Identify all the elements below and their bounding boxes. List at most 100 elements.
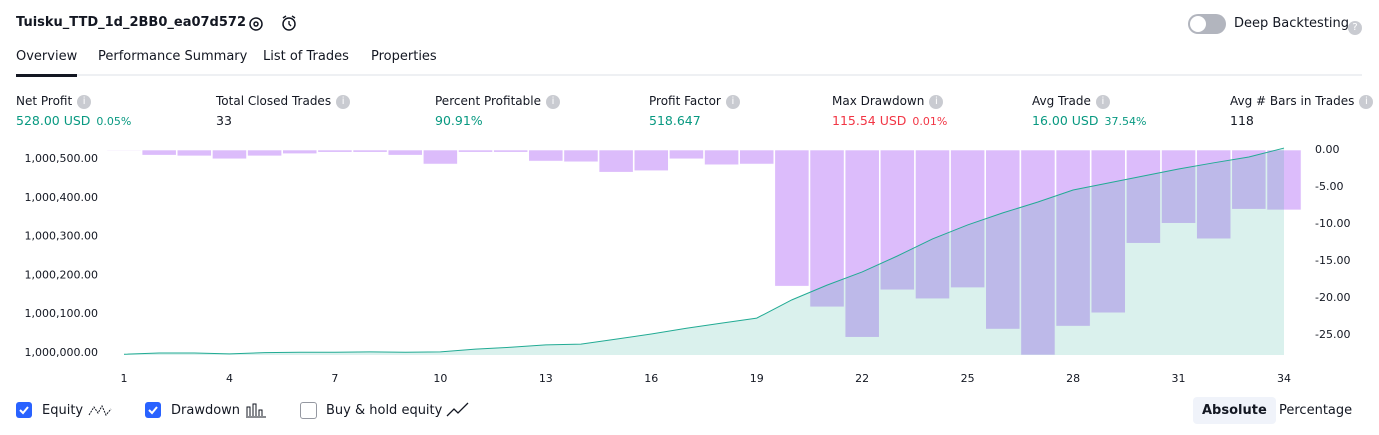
metric-value: 115.54 USD 0.01% bbox=[832, 113, 947, 128]
tab[interactable]: Overview bbox=[16, 49, 78, 77]
metric-label-text: Net Profit bbox=[16, 94, 73, 108]
y2-tick-label: -20.00 bbox=[1315, 291, 1350, 304]
drawdown-bar bbox=[1161, 149, 1196, 224]
metric-label: Net Profit i bbox=[16, 94, 92, 109]
y-tick-label: 1,000,300.00 bbox=[25, 230, 98, 243]
metric-label: Total Closed Trades i bbox=[216, 94, 351, 109]
tab-divider bbox=[16, 74, 1362, 76]
drawdown-bar bbox=[669, 149, 704, 160]
checkbox[interactable] bbox=[300, 402, 317, 419]
metric-value: 118 bbox=[1230, 113, 1254, 128]
metric-label: Profit Factor i bbox=[649, 94, 740, 109]
metric-value-text: 16.00 USD bbox=[1032, 113, 1099, 128]
y2-tick-label: -10.00 bbox=[1315, 217, 1350, 230]
mode-button[interactable]: Percentage bbox=[1279, 403, 1353, 418]
drawdown-bar bbox=[317, 149, 353, 153]
drawdown-bar bbox=[176, 149, 212, 157]
drawdown-bar bbox=[1020, 149, 1056, 356]
x-tick-label: 1 bbox=[121, 372, 128, 385]
drawdown-bar bbox=[212, 149, 247, 160]
x-tick-label: 10 bbox=[433, 372, 447, 385]
drawdown-bar bbox=[739, 149, 775, 165]
metric-label: Avg # Bars in Trades i bbox=[1230, 94, 1374, 109]
drawdown-bar bbox=[563, 149, 599, 163]
info-icon[interactable]: i bbox=[336, 94, 351, 109]
drawdown-bar bbox=[950, 149, 986, 288]
drawdown-bar bbox=[774, 149, 810, 287]
drawdown-bar bbox=[879, 149, 915, 291]
metric-value: 518.647 bbox=[649, 113, 701, 128]
strategy-title: Tuisku_TTD_1d_2BB0_ea07d572 bbox=[16, 15, 246, 30]
checkbox[interactable] bbox=[145, 402, 161, 418]
drawdown-bar bbox=[1090, 149, 1126, 314]
metric-value-text: 528.00 USD bbox=[16, 113, 91, 128]
metric-value-text: 118 bbox=[1230, 113, 1254, 128]
mode-button[interactable]: Absolute bbox=[1193, 397, 1276, 424]
drawdown-bar bbox=[1231, 149, 1267, 210]
metric-value-text: 90.91% bbox=[435, 113, 483, 128]
deep-backtesting-toggle[interactable] bbox=[1188, 14, 1226, 34]
metric-percent: 0.01% bbox=[912, 115, 948, 128]
drawdown-bar bbox=[915, 149, 950, 300]
drawdown-bar bbox=[704, 149, 739, 166]
info-icon[interactable]: i bbox=[1359, 94, 1374, 109]
x-tick-label: 7 bbox=[331, 372, 338, 385]
metric-label-text: Profit Factor bbox=[649, 94, 721, 108]
tab[interactable]: Properties bbox=[371, 49, 437, 64]
legend-label[interactable]: Equity bbox=[42, 403, 84, 418]
info-icon[interactable]: i bbox=[1095, 94, 1110, 109]
legend-label[interactable]: Buy & hold equity bbox=[326, 403, 443, 418]
x-tick-label: 13 bbox=[539, 372, 553, 385]
tab[interactable]: Performance Summary bbox=[98, 49, 248, 64]
drawdown-bar bbox=[422, 149, 458, 165]
legend-icon bbox=[88, 402, 112, 422]
x-tick-label: 28 bbox=[1066, 372, 1080, 385]
legend-label[interactable]: Drawdown bbox=[171, 403, 241, 418]
info-icon[interactable]: i bbox=[545, 94, 560, 109]
drawdown-bar bbox=[1055, 149, 1091, 327]
tab[interactable]: List of Trades bbox=[263, 49, 349, 64]
metric-percent: 0.05% bbox=[96, 115, 132, 128]
drawdown-bar bbox=[352, 149, 388, 153]
help-icon[interactable]: ? bbox=[1348, 20, 1362, 35]
legend-icon bbox=[245, 402, 267, 422]
metric-label-text: Avg # Bars in Trades bbox=[1230, 94, 1355, 108]
info-icon[interactable]: i bbox=[77, 94, 92, 109]
header-icons[interactable] bbox=[247, 14, 307, 34]
y-tick-label: 1,000,500.00 bbox=[25, 152, 98, 165]
drawdown-bar bbox=[844, 149, 880, 338]
y-tick-label: 1,000,100.00 bbox=[25, 307, 98, 320]
drawdown-bar bbox=[1266, 149, 1302, 211]
x-tick-label: 19 bbox=[750, 372, 764, 385]
drawdown-bar bbox=[598, 149, 634, 173]
drawdown-bar bbox=[493, 149, 529, 153]
y2-tick-label: -15.00 bbox=[1315, 254, 1350, 267]
drawdown-bar bbox=[1126, 149, 1161, 244]
deep-backtesting-label: Deep Backtesting bbox=[1234, 16, 1350, 31]
drawdown-bar bbox=[633, 149, 669, 172]
metric-label-text: Percent Profitable bbox=[435, 94, 541, 108]
info-icon[interactable]: i bbox=[929, 94, 944, 109]
y-tick-label: 1,000,200.00 bbox=[25, 268, 98, 281]
y-tick-label: 1,000,000.00 bbox=[25, 346, 98, 359]
metric-label: Percent Profitable i bbox=[435, 94, 560, 109]
drawdown-bar bbox=[458, 149, 493, 153]
checkbox[interactable] bbox=[16, 402, 32, 418]
drawdown-bar bbox=[247, 149, 282, 157]
metric-value-text: 115.54 USD bbox=[832, 113, 907, 128]
metric-value: 33 bbox=[216, 113, 232, 128]
metric-value-text: 33 bbox=[216, 113, 232, 128]
metric-percent: 37.54% bbox=[1104, 115, 1147, 128]
drawdown-bar bbox=[985, 149, 1021, 330]
x-tick-label: 31 bbox=[1172, 372, 1186, 385]
metric-label-text: Total Closed Trades bbox=[216, 94, 332, 108]
drawdown-bar bbox=[106, 149, 142, 152]
metric-label-text: Avg Trade bbox=[1032, 94, 1091, 108]
x-tick-label: 34 bbox=[1277, 372, 1291, 385]
y2-tick-label: -25.00 bbox=[1315, 328, 1350, 341]
x-tick-label: 16 bbox=[644, 372, 658, 385]
metric-value-text: 518.647 bbox=[649, 113, 701, 128]
metric-value: 16.00 USD 37.54% bbox=[1032, 113, 1146, 128]
info-icon[interactable]: i bbox=[725, 94, 740, 109]
